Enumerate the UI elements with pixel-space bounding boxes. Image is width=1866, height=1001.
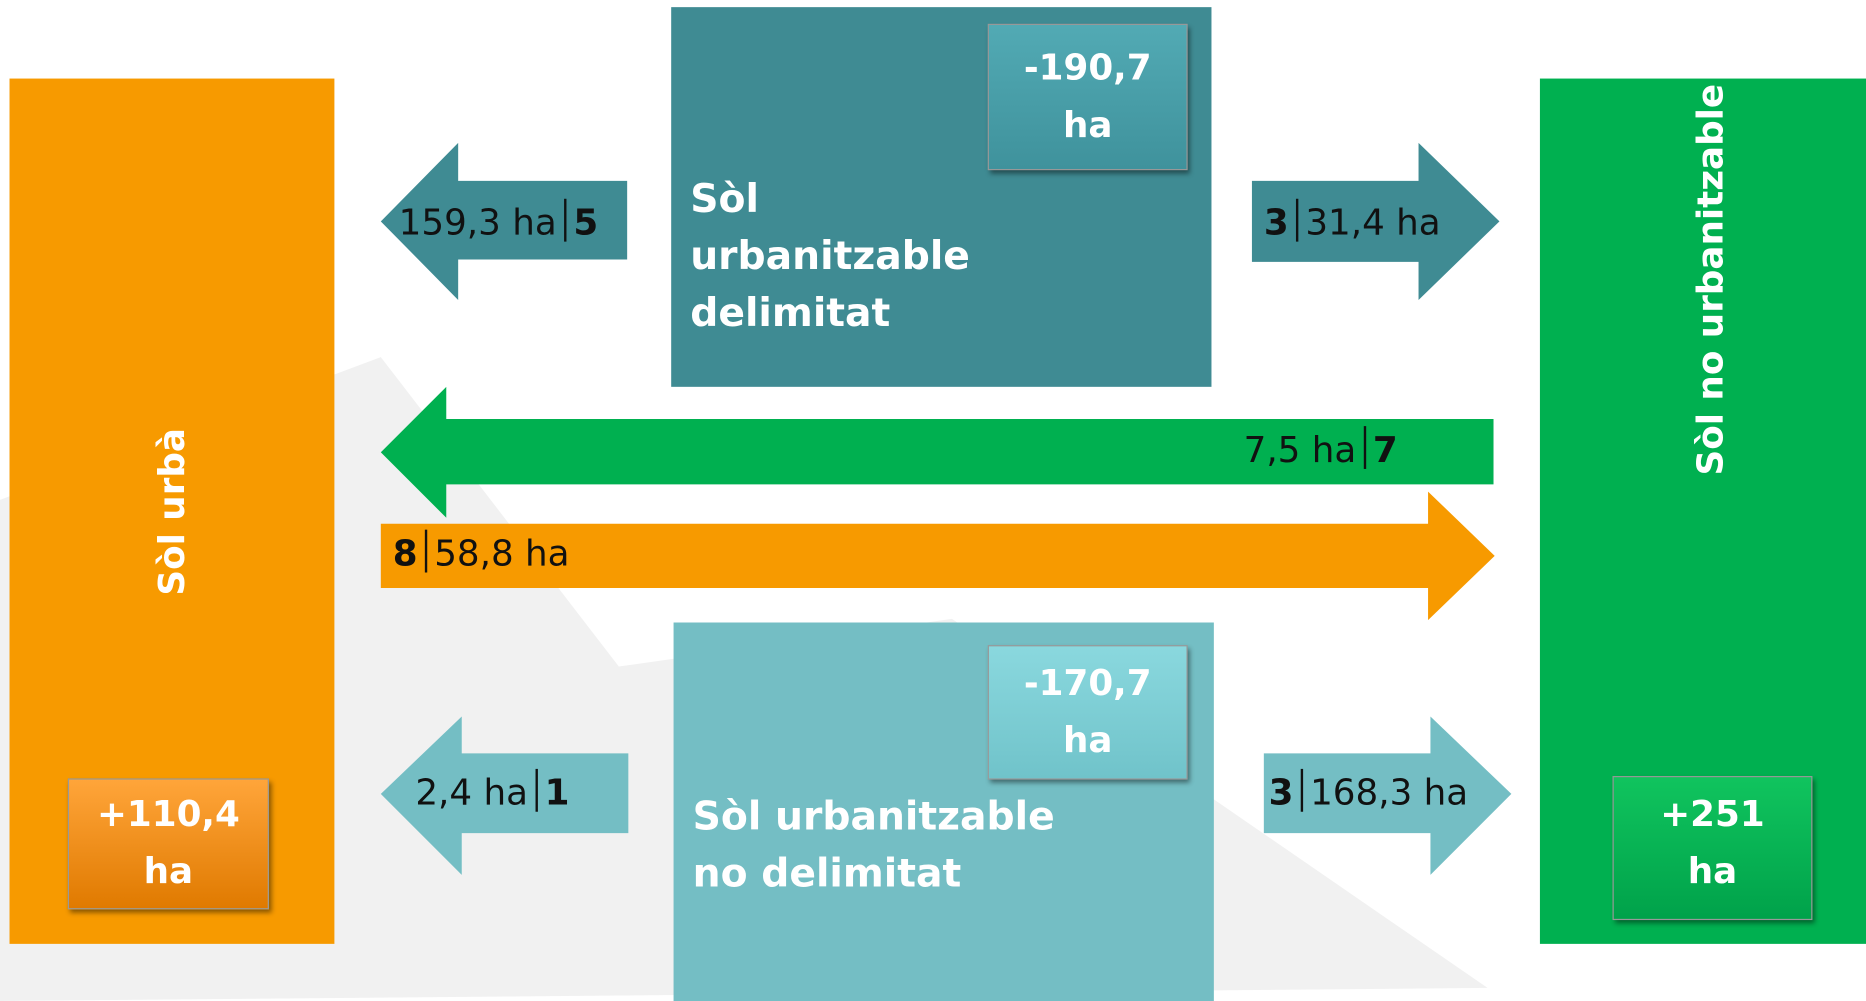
flow-area: 2,4 ha [415, 772, 528, 815]
flow-label: 3 168,3 ha [1268, 768, 1469, 815]
change-badge: -170,7 ha [987, 645, 1188, 780]
node-label: Sòl urbanitzable no delimitat [692, 792, 1055, 897]
flow-area: 159,3 ha [398, 202, 557, 245]
node-label: Sòl urbanitzable delimitat [690, 174, 970, 336]
arrow [380, 142, 628, 300]
change-badge: -190,7 ha [987, 23, 1188, 171]
node-label: Sòl urbà [151, 427, 194, 596]
flow-count: 7 [1372, 429, 1398, 472]
flow-count: 5 [573, 202, 599, 245]
flow-area: 7,5 ha [1243, 429, 1357, 472]
flow-area: 31,4 ha [1305, 202, 1441, 245]
flow-count: 1 [544, 772, 570, 815]
flow-label: 8 58,8 ha [392, 529, 570, 575]
flow-label: 2,4 ha 1 [415, 768, 570, 815]
flow-count: 8 [392, 533, 418, 575]
flow-area: 168,3 ha [1310, 772, 1469, 815]
flow-count: 3 [1263, 202, 1289, 245]
arrow [380, 716, 629, 875]
arrow [1251, 142, 1500, 300]
arrow [1263, 716, 1512, 875]
arrow [380, 491, 1495, 621]
flow-area: 58,8 ha [434, 533, 570, 575]
arrow [380, 386, 1494, 518]
flow-label: 7,5 ha 7 [1244, 426, 1398, 471]
flow-count: 3 [1268, 772, 1294, 815]
change-badge: +251 ha [1612, 776, 1813, 921]
flow-label: 159,3 ha 5 [398, 198, 599, 245]
node-label: Sòl no urbanitzable [1690, 83, 1733, 476]
change-badge: +110,4 ha [67, 778, 269, 910]
flow-label: 3 31,4 ha [1263, 198, 1441, 245]
